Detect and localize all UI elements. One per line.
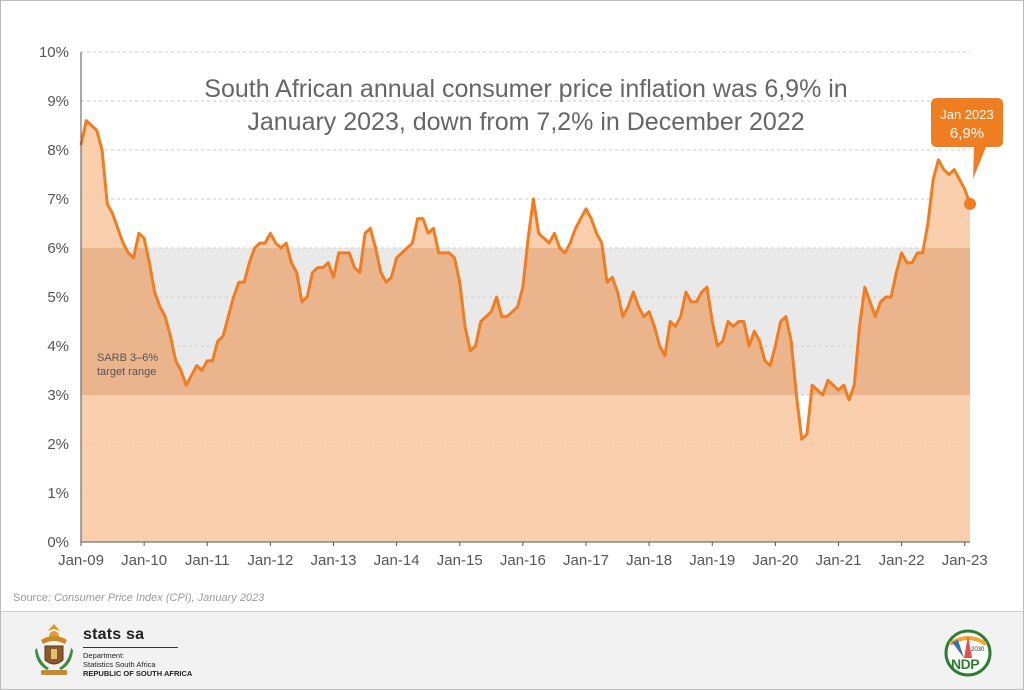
logo-name: stats sa — [83, 626, 145, 643]
x-tick-label: Jan-16 — [500, 552, 546, 569]
ndp-label: NDP — [951, 656, 980, 672]
band-label: SARB 3–6% — [97, 352, 158, 364]
y-tick-label: 5% — [47, 289, 69, 306]
y-tick-label: 10% — [39, 44, 69, 61]
y-tick-label: 4% — [47, 338, 69, 355]
logo-agency: Statistics South Africa — [83, 660, 156, 669]
y-tick-label: 1% — [47, 485, 69, 502]
y-tick-label: 0% — [47, 534, 69, 551]
y-tick-label: 7% — [47, 191, 69, 208]
x-tick-label: Jan-20 — [752, 552, 798, 569]
logo-department: Department: — [83, 651, 125, 660]
y-tick-label: 3% — [47, 387, 69, 404]
footer: stats sa Department: Statistics South Af… — [1, 612, 1023, 689]
x-tick-label: Jan-21 — [816, 552, 862, 569]
chart-title: South African annual consumer price infl… — [204, 75, 847, 103]
band-overlap — [81, 248, 970, 395]
band-label: target range — [97, 366, 156, 378]
source-name: Consumer Price Index (CPI), January 2023 — [53, 592, 265, 604]
x-tick-label: Jan-15 — [437, 552, 483, 569]
inflation-chart: 0% 1% 2% 3% 4% 5% 6% 7% 8% 9% 10% Jan-09 Jan-10 Jan-1… — [39, 44, 1003, 569]
chart-panel: 0% 1% 2% 3% 4% 5% 6% 7% 8% 9% 10% Jan-09 Jan-10 Jan-1… — [1, 1, 1023, 612]
chart-title: January 2023, down from 7,2% in December… — [247, 108, 804, 136]
x-tick-label: Jan-17 — [563, 552, 609, 569]
x-tick-label: Jan-18 — [626, 552, 672, 569]
y-tick-label: 9% — [47, 93, 69, 110]
statssa-logo: stats sa Department: Statistics South Af… — [83, 626, 192, 678]
coat-of-arms-icon — [35, 624, 73, 675]
ndp-year: 2030 — [971, 647, 985, 653]
source-prefix: Source: — [13, 592, 54, 604]
logo-divider — [83, 647, 178, 648]
source-note: Source: Consumer Price Index (CPI), Janu… — [13, 592, 264, 604]
x-tick-label: Jan-13 — [311, 552, 357, 569]
x-tick-label: Jan-11 — [185, 552, 230, 569]
ndp-logo-icon — [944, 629, 992, 677]
y-tick-label: 2% — [47, 436, 69, 453]
callout-value: 6,9% — [950, 125, 984, 142]
callout-label: Jan 2023 — [940, 107, 994, 122]
x-tick-label: Jan-12 — [247, 552, 293, 569]
x-tick-label: Jan-22 — [879, 552, 925, 569]
y-tick-label: 8% — [47, 142, 69, 159]
x-tick-label: Jan-23 — [942, 552, 988, 569]
x-tick-label: Jan-10 — [121, 552, 167, 569]
callout-box — [931, 98, 1003, 179]
x-tick-label: Jan-14 — [374, 552, 420, 569]
logo-country: REPUBLIC OF SOUTH AFRICA — [83, 669, 193, 678]
callout-point — [964, 197, 976, 210]
x-tick-label: Jan-09 — [58, 552, 104, 569]
series-line — [79, 119, 972, 441]
x-tick-label: Jan-19 — [689, 552, 735, 569]
y-tick-label: 6% — [47, 240, 69, 257]
